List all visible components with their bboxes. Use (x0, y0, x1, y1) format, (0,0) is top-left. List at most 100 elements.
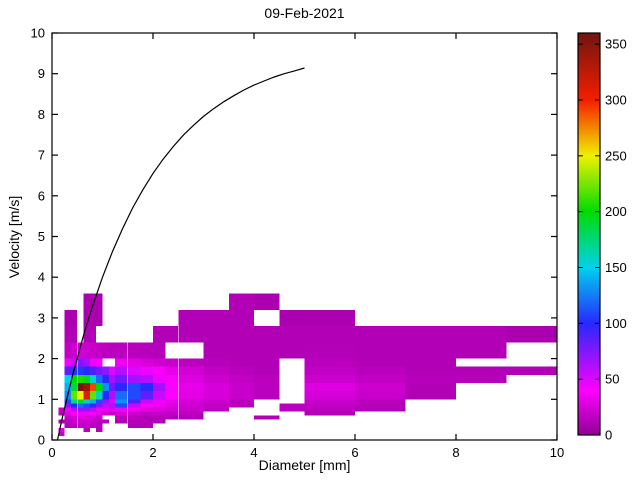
heatmap-cell (96, 403, 103, 408)
heatmap-cell (355, 342, 406, 359)
heatmap-cell (178, 374, 204, 383)
heatmap-cell (203, 342, 229, 359)
heatmap-cell (83, 407, 90, 412)
heatmap-cell (83, 366, 90, 375)
heatmap-cell (203, 366, 229, 375)
y-tick-label: 7 (38, 148, 45, 163)
heatmap-cell (127, 342, 141, 359)
heatmap-cell (254, 326, 280, 343)
x-axis-label: Diameter [mm] (258, 457, 351, 473)
heatmap-cell (96, 407, 103, 412)
heatmap-cell (96, 342, 103, 359)
heatmap-cell (96, 293, 103, 310)
heatmap-cell (304, 342, 355, 359)
heatmap-cell (115, 407, 128, 412)
heatmap-cell (178, 391, 204, 400)
heatmap-cell (70, 415, 78, 420)
heatmap-cell (115, 342, 128, 359)
heatmap-cell (115, 399, 128, 404)
heatmap-cell (304, 358, 355, 367)
heatmap-cell (355, 326, 406, 343)
y-tick-label: 4 (38, 270, 45, 285)
heatmap-cell (108, 383, 116, 392)
heatmap-cell (140, 342, 153, 359)
x-tick-label: 8 (452, 445, 459, 460)
heatmap-cell (405, 366, 456, 375)
heatmap-cell (304, 411, 355, 416)
heatmap-cell (153, 411, 166, 416)
heatmap-cell (127, 403, 141, 408)
heatmap-cell (96, 383, 103, 392)
heatmap-cells (58, 293, 557, 436)
colorbar-ticks (578, 43, 600, 436)
heatmap-cell (108, 366, 116, 375)
heatmap-cell (77, 342, 84, 359)
y-tick-label: 2 (38, 351, 45, 366)
heatmap-cell (456, 342, 507, 359)
heatmap-cell (102, 383, 109, 392)
heatmap-cell (165, 383, 179, 392)
heatmap-cell (140, 399, 153, 404)
heatmap-cell (355, 366, 406, 375)
x-tick-label: 10 (550, 445, 564, 460)
heatmap-cell (96, 399, 103, 404)
heatmap-cell (140, 407, 153, 412)
heatmap-cell (77, 419, 84, 424)
heatmap-cell (96, 358, 103, 367)
heatmap-cell (64, 423, 71, 428)
heatmap-cell (83, 293, 90, 310)
heatmap-cell (83, 399, 90, 404)
heatmap-cell (355, 383, 406, 392)
heatmap-cell (70, 326, 78, 343)
heatmap-cell (58, 427, 65, 432)
heatmap-cell (405, 374, 456, 383)
heatmap-cell (102, 366, 109, 375)
heatmap-cell (83, 423, 90, 428)
heatmap-cell (102, 399, 109, 404)
heatmap-cell (153, 358, 166, 367)
heatmap-cell (58, 407, 65, 412)
heatmap-cell (178, 411, 204, 416)
heatmap-cell (96, 366, 103, 375)
heatmap-cell (165, 326, 179, 343)
heatmap-cell (64, 366, 71, 375)
y-tick-label: 8 (38, 107, 45, 122)
heatmap-cell (304, 326, 355, 343)
heatmap-cell (77, 383, 84, 392)
heatmap-cell (355, 374, 406, 383)
heatmap-cell (405, 391, 456, 400)
heatmap-cell (279, 309, 305, 327)
heatmap-cell (456, 366, 507, 375)
heatmap-cell (115, 374, 128, 383)
y-tick-label: 6 (38, 188, 45, 203)
heatmap-cell (405, 358, 456, 367)
heatmap-cell (254, 391, 280, 400)
heatmap-cell (153, 366, 166, 375)
heatmap-cell (203, 383, 229, 392)
heatmap-cell (108, 411, 116, 416)
y-tick-label: 9 (38, 66, 45, 81)
heatmap-cell (89, 399, 97, 404)
heatmap-cell (64, 383, 71, 392)
heatmap-cell (178, 415, 204, 420)
heatmap-cell (228, 391, 255, 400)
heatmap-cell (102, 411, 109, 416)
heatmap-cell (355, 403, 406, 408)
heatmap-cell (89, 403, 97, 408)
heatmap-cell (203, 374, 229, 383)
heatmap-cell (127, 374, 141, 383)
heatmap-cell (77, 366, 84, 375)
heatmap-cell (178, 403, 204, 408)
heatmap-cell (83, 383, 90, 392)
heatmap-cell (140, 391, 153, 400)
heatmap-cell (254, 366, 280, 375)
heatmap-cell (70, 423, 78, 428)
x-tick-label: 4 (250, 445, 257, 460)
heatmap-cell (77, 407, 84, 412)
heatmap-cell (102, 374, 109, 383)
heatmap-cell (77, 403, 84, 408)
heatmap-cell (89, 391, 97, 400)
heatmap-cell (153, 419, 166, 424)
y-tick-label: 3 (38, 310, 45, 325)
